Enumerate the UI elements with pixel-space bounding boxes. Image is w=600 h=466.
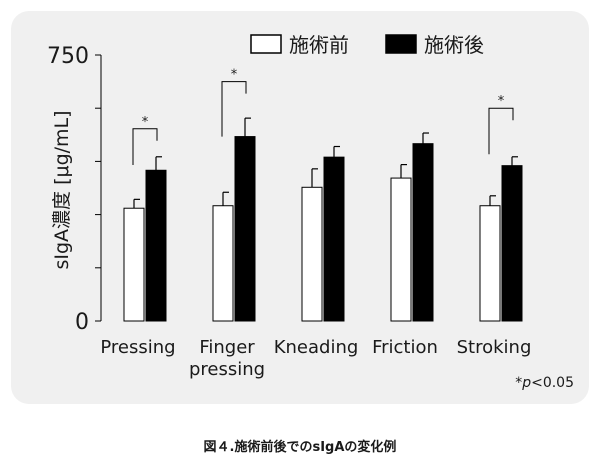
significance-footnote: *p<0.05 [515, 375, 574, 391]
x-category-label: Pressing [100, 337, 175, 358]
bar-after [234, 136, 256, 322]
significance-marker: * [498, 94, 505, 109]
legend-label-before: 施術前 [289, 33, 349, 57]
x-category-label: Stroking [457, 337, 532, 358]
significance-bracket [488, 107, 514, 155]
bar-before [123, 207, 145, 322]
x-category-label: Kneading [274, 337, 359, 358]
significance-marker: * [231, 68, 238, 83]
bar-before [301, 186, 323, 322]
significance-bracket [221, 81, 247, 137]
x-category-label: pressing [189, 359, 265, 380]
bar-after [501, 165, 523, 322]
significance-marker: * [142, 115, 149, 130]
bar-after [412, 143, 434, 322]
bar-before [479, 205, 501, 322]
x-category-label: Friction [372, 337, 438, 358]
significance-bracket [132, 128, 158, 165]
legend-label-after: 施術後 [424, 33, 484, 57]
bar-after [145, 169, 167, 322]
legend-swatch-before [250, 34, 282, 54]
figure-caption: 図４.施術前後でのsIgAの変化例 [203, 440, 397, 455]
x-category-label: Finger [199, 337, 255, 358]
y-tick-label: 0 [75, 310, 89, 335]
bar-after [323, 156, 345, 322]
legend-swatch-after [385, 34, 417, 54]
bar-before [390, 177, 412, 322]
bar-before [212, 205, 234, 322]
y-axis-label: sIgA濃度 [μg/mL] [51, 110, 73, 269]
y-tick-label: 750 [47, 44, 89, 69]
